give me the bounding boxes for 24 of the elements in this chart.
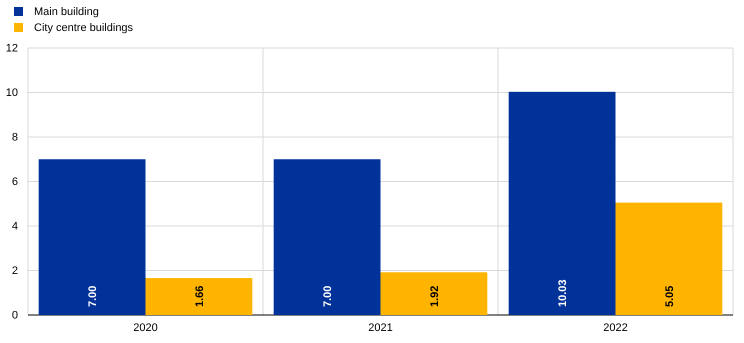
y-tick-label: 2	[12, 265, 18, 278]
data-label: 7.00	[322, 286, 334, 307]
x-tick-label: 2021	[368, 322, 393, 334]
y-tick-label: 12	[6, 42, 18, 55]
data-label: 10.03	[556, 279, 569, 307]
bar	[380, 272, 488, 315]
data-label: 1.66	[194, 286, 206, 307]
data-label: 1.92	[428, 286, 441, 307]
y-tick-label: 10	[6, 87, 18, 100]
data-label: 7.00	[86, 286, 99, 307]
bar	[508, 92, 616, 315]
x-tick-label: 2022	[603, 322, 628, 334]
legend-label: Main building	[34, 6, 99, 18]
y-tick-label: 0	[12, 310, 18, 322]
bar	[146, 278, 252, 315]
y-tick-label: 6	[12, 176, 18, 188]
y-tick-label: 4	[12, 220, 18, 233]
y-tick-label: 8	[12, 132, 18, 144]
data-label: 5.05	[664, 286, 676, 307]
bar	[616, 202, 722, 315]
bar	[274, 159, 380, 315]
bar	[38, 159, 146, 315]
x-tick-label: 2020	[133, 322, 158, 334]
legend-label: City centre buildings	[34, 22, 134, 34]
